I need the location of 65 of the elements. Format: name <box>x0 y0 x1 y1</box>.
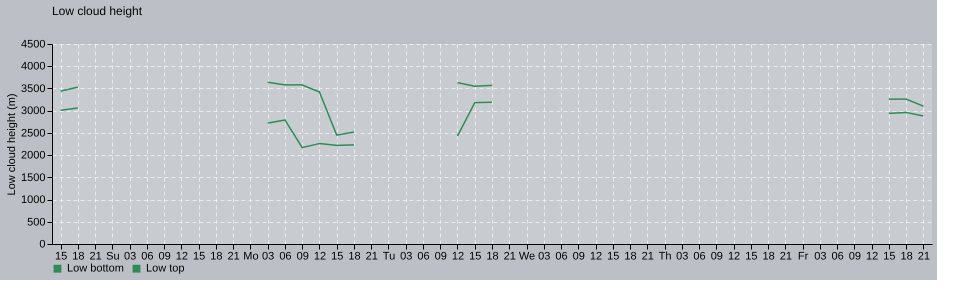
y-tick-label: 2500 <box>21 127 46 140</box>
x-tick-label: 15 <box>55 250 68 262</box>
x-tick-label: 09 <box>158 250 171 262</box>
x-tick-label: 21 <box>504 250 516 262</box>
y-tick-label: 4000 <box>21 60 46 73</box>
x-tick-label: 18 <box>624 250 637 262</box>
x-tick-label: Th <box>658 250 672 262</box>
x-tick-label: 21 <box>918 250 930 262</box>
x-tick-label: 12 <box>452 250 464 262</box>
legend-label: Low top <box>146 262 185 275</box>
x-tick-label: 12 <box>314 250 326 262</box>
x-tick-label: 21 <box>228 250 240 262</box>
x-tick-label: 21 <box>642 250 654 262</box>
x-tick-label: 18 <box>900 250 913 262</box>
x-tick-label: 03 <box>400 250 412 262</box>
x-tick-label: 12 <box>590 250 602 262</box>
x-tick-label: Tu <box>382 250 396 262</box>
x-tick-label: Su <box>106 250 120 262</box>
x-tick-label: 06 <box>831 250 844 262</box>
x-tick-label: Fr <box>798 250 809 262</box>
x-tick-label: 15 <box>883 250 896 262</box>
chart-title: Low cloud height <box>52 4 143 18</box>
y-tick-label: 2000 <box>21 150 46 162</box>
x-tick-label: 09 <box>848 250 861 262</box>
x-tick-label: 12 <box>866 250 878 262</box>
x-tick-label: 09 <box>296 250 309 262</box>
y-tick-label: 1500 <box>21 172 46 184</box>
x-tick-label: 06 <box>141 250 154 262</box>
y-axis-title: Low cloud height (m) <box>6 93 18 196</box>
x-tick-label: 21 <box>780 250 792 262</box>
x-tick-label: We <box>518 250 536 262</box>
x-tick-label: 03 <box>676 250 688 262</box>
x-tick-label: 18 <box>762 250 775 262</box>
x-tick-label: 09 <box>572 250 585 262</box>
x-tick-label: 06 <box>693 250 706 262</box>
x-tick-label: 18 <box>72 250 85 262</box>
x-tick-label: 03 <box>814 250 826 262</box>
x-tick-label: Mo <box>243 250 259 262</box>
y-tick-label: 3500 <box>21 82 46 95</box>
x-tick-label: 21 <box>366 250 378 262</box>
y-tick-label: 500 <box>27 216 46 228</box>
x-tick-label: 06 <box>555 250 568 262</box>
y-tick-label: 0 <box>39 238 46 250</box>
y-tick-label: 3000 <box>21 105 46 118</box>
x-tick-label: 09 <box>710 250 723 262</box>
x-tick-label: 12 <box>728 250 740 262</box>
x-tick-label: 03 <box>124 250 136 262</box>
x-tick-label: 15 <box>469 250 482 262</box>
x-tick-label: 15 <box>607 250 620 262</box>
x-tick-label: 21 <box>90 250 102 262</box>
x-tick-label: 03 <box>538 250 550 262</box>
x-tick-label: 18 <box>348 250 361 262</box>
legend-label: Low bottom <box>67 262 124 275</box>
x-tick-label: 15 <box>193 250 206 262</box>
x-tick-label: 12 <box>176 250 188 262</box>
x-tick-label: 18 <box>210 250 223 262</box>
x-tick-label: 03 <box>262 250 274 262</box>
x-tick-label: 18 <box>486 250 499 262</box>
x-tick-label: 06 <box>279 250 292 262</box>
y-tick-label: 4500 <box>21 38 46 50</box>
x-tick-label: 15 <box>331 250 344 262</box>
x-tick-label: 09 <box>434 250 447 262</box>
x-tick-label: 15 <box>745 250 758 262</box>
y-tick-label: 1000 <box>21 194 46 206</box>
x-tick-label: 06 <box>417 250 430 262</box>
